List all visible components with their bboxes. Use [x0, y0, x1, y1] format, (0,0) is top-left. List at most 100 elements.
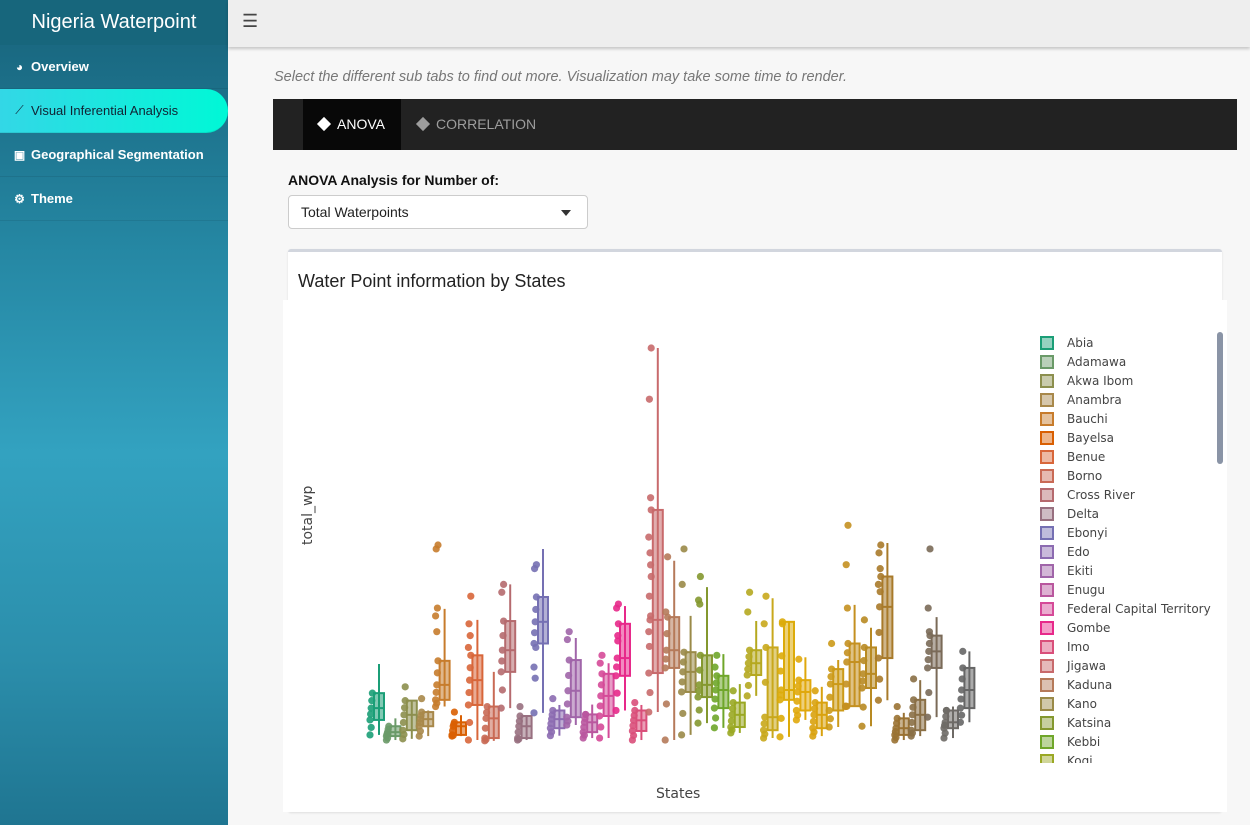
legend-item[interactable]: Kogi	[1040, 751, 1215, 763]
legend-item[interactable]: Kaduna	[1040, 675, 1215, 694]
legend-item[interactable]: Federal Capital Territory	[1040, 599, 1215, 618]
data-point	[777, 714, 785, 722]
diamond-arrow-icon	[316, 116, 332, 132]
hamburger-icon[interactable]: ☰	[242, 11, 259, 31]
tab-anova[interactable]: ANOVA	[303, 99, 401, 150]
sidebar-item-label: Geographical Segmentation	[31, 147, 204, 162]
legend-label: Katsina	[1067, 715, 1112, 730]
anova-variable-select[interactable]: Total Waterpoints	[288, 195, 588, 229]
legend-swatch	[1040, 677, 1054, 692]
data-point	[826, 680, 835, 688]
box-iqr	[848, 642, 861, 708]
legend-item[interactable]: Adamawa	[1040, 352, 1215, 371]
legend-swatch	[1040, 563, 1054, 578]
legend-label: Gombe	[1067, 620, 1111, 635]
legend-swatch	[1040, 525, 1054, 540]
data-point	[874, 580, 883, 588]
data-point	[647, 344, 655, 352]
data-point	[466, 676, 474, 684]
data-point	[596, 734, 604, 742]
data-point	[713, 651, 721, 659]
box-iqr	[881, 575, 894, 660]
sidebar-item-theme[interactable]: ⚙ Theme	[0, 177, 228, 221]
data-point	[746, 646, 754, 654]
data-point	[645, 533, 653, 541]
data-point	[679, 709, 687, 718]
data-point	[959, 664, 967, 672]
data-point	[811, 705, 819, 713]
legend-item[interactable]: Bauchi	[1040, 409, 1215, 428]
sidebar-item-visual-inferential-analysis[interactable]: ⟋ Visual Inferential Analysis	[0, 89, 228, 133]
legend-item[interactable]: Delta	[1040, 504, 1215, 523]
boxplot-area[interactable]	[283, 300, 1227, 812]
data-point	[645, 708, 653, 716]
data-point	[777, 667, 785, 675]
legend-item[interactable]: Anambra	[1040, 390, 1215, 409]
legend-item[interactable]: Akwa Ibom	[1040, 371, 1215, 390]
hint-text: Select the different sub tabs to find ou…	[274, 69, 848, 85]
data-point	[498, 686, 506, 694]
legend-label: Kebbi	[1067, 734, 1101, 749]
data-point	[596, 712, 604, 720]
data-point	[958, 711, 966, 719]
legend-item[interactable]: Jigawa	[1040, 656, 1215, 675]
data-point	[860, 643, 869, 652]
data-point	[695, 687, 703, 695]
legend-item[interactable]: Cross River	[1040, 485, 1215, 504]
box-iqr	[651, 508, 664, 675]
data-point	[531, 618, 539, 626]
data-point	[893, 702, 901, 711]
data-point	[548, 728, 556, 736]
legend-item[interactable]: Abia	[1040, 333, 1215, 352]
data-point	[925, 688, 933, 697]
data-point	[762, 643, 770, 652]
legend-item[interactable]: Ebonyi	[1040, 523, 1215, 542]
data-point	[433, 699, 441, 707]
data-point	[924, 604, 932, 612]
data-point	[696, 651, 704, 659]
data-point	[696, 600, 704, 608]
data-point	[662, 655, 670, 663]
legend-item[interactable]: Bayelsa	[1040, 428, 1215, 447]
legend-item[interactable]: Edo	[1040, 542, 1215, 561]
data-point	[464, 701, 472, 709]
data-point	[727, 717, 735, 725]
legend-item[interactable]: Ekiti	[1040, 561, 1215, 580]
data-point	[828, 665, 836, 673]
legend-item[interactable]: Imo	[1040, 637, 1215, 656]
data-point	[432, 688, 440, 696]
tab-correlation[interactable]: CORRELATION	[402, 99, 552, 150]
data-point	[565, 628, 573, 636]
box-iqr	[569, 659, 582, 719]
data-point	[679, 658, 687, 666]
data-point	[893, 719, 901, 727]
data-point	[941, 729, 949, 737]
data-point	[498, 657, 506, 665]
sidebar-item-geographical-segmentation[interactable]: ▣ Geographical Segmentation	[0, 133, 228, 177]
data-point	[647, 506, 655, 514]
legend-swatch	[1040, 620, 1054, 635]
legend-item[interactable]: Enugu	[1040, 580, 1215, 599]
legend-item[interactable]: Borno	[1040, 466, 1215, 485]
legend-swatch	[1040, 335, 1054, 350]
data-point	[859, 703, 867, 711]
data-point	[695, 681, 703, 689]
legend-item[interactable]: Gombe	[1040, 618, 1215, 637]
legend-item[interactable]: Kebbi	[1040, 732, 1215, 751]
sidebar-item-overview[interactable]: ◕ Overview	[0, 45, 228, 89]
data-point	[530, 709, 538, 717]
data-point	[744, 665, 752, 673]
data-point	[645, 669, 653, 677]
legend-item[interactable]: Katsina	[1040, 713, 1215, 732]
legend-swatch	[1040, 696, 1054, 711]
data-point	[826, 693, 834, 701]
box-iqr	[504, 620, 517, 673]
data-point	[745, 653, 753, 661]
sidebar: Nigeria Waterpoint ◕ Overview ⟋ Visual Inf…	[0, 0, 228, 825]
data-point	[614, 632, 622, 640]
data-point	[875, 628, 883, 637]
legend-item[interactable]: Kano	[1040, 694, 1215, 713]
legend-scrollbar[interactable]	[1217, 332, 1223, 464]
legend-item[interactable]: Benue	[1040, 447, 1215, 466]
data-point	[795, 655, 803, 663]
